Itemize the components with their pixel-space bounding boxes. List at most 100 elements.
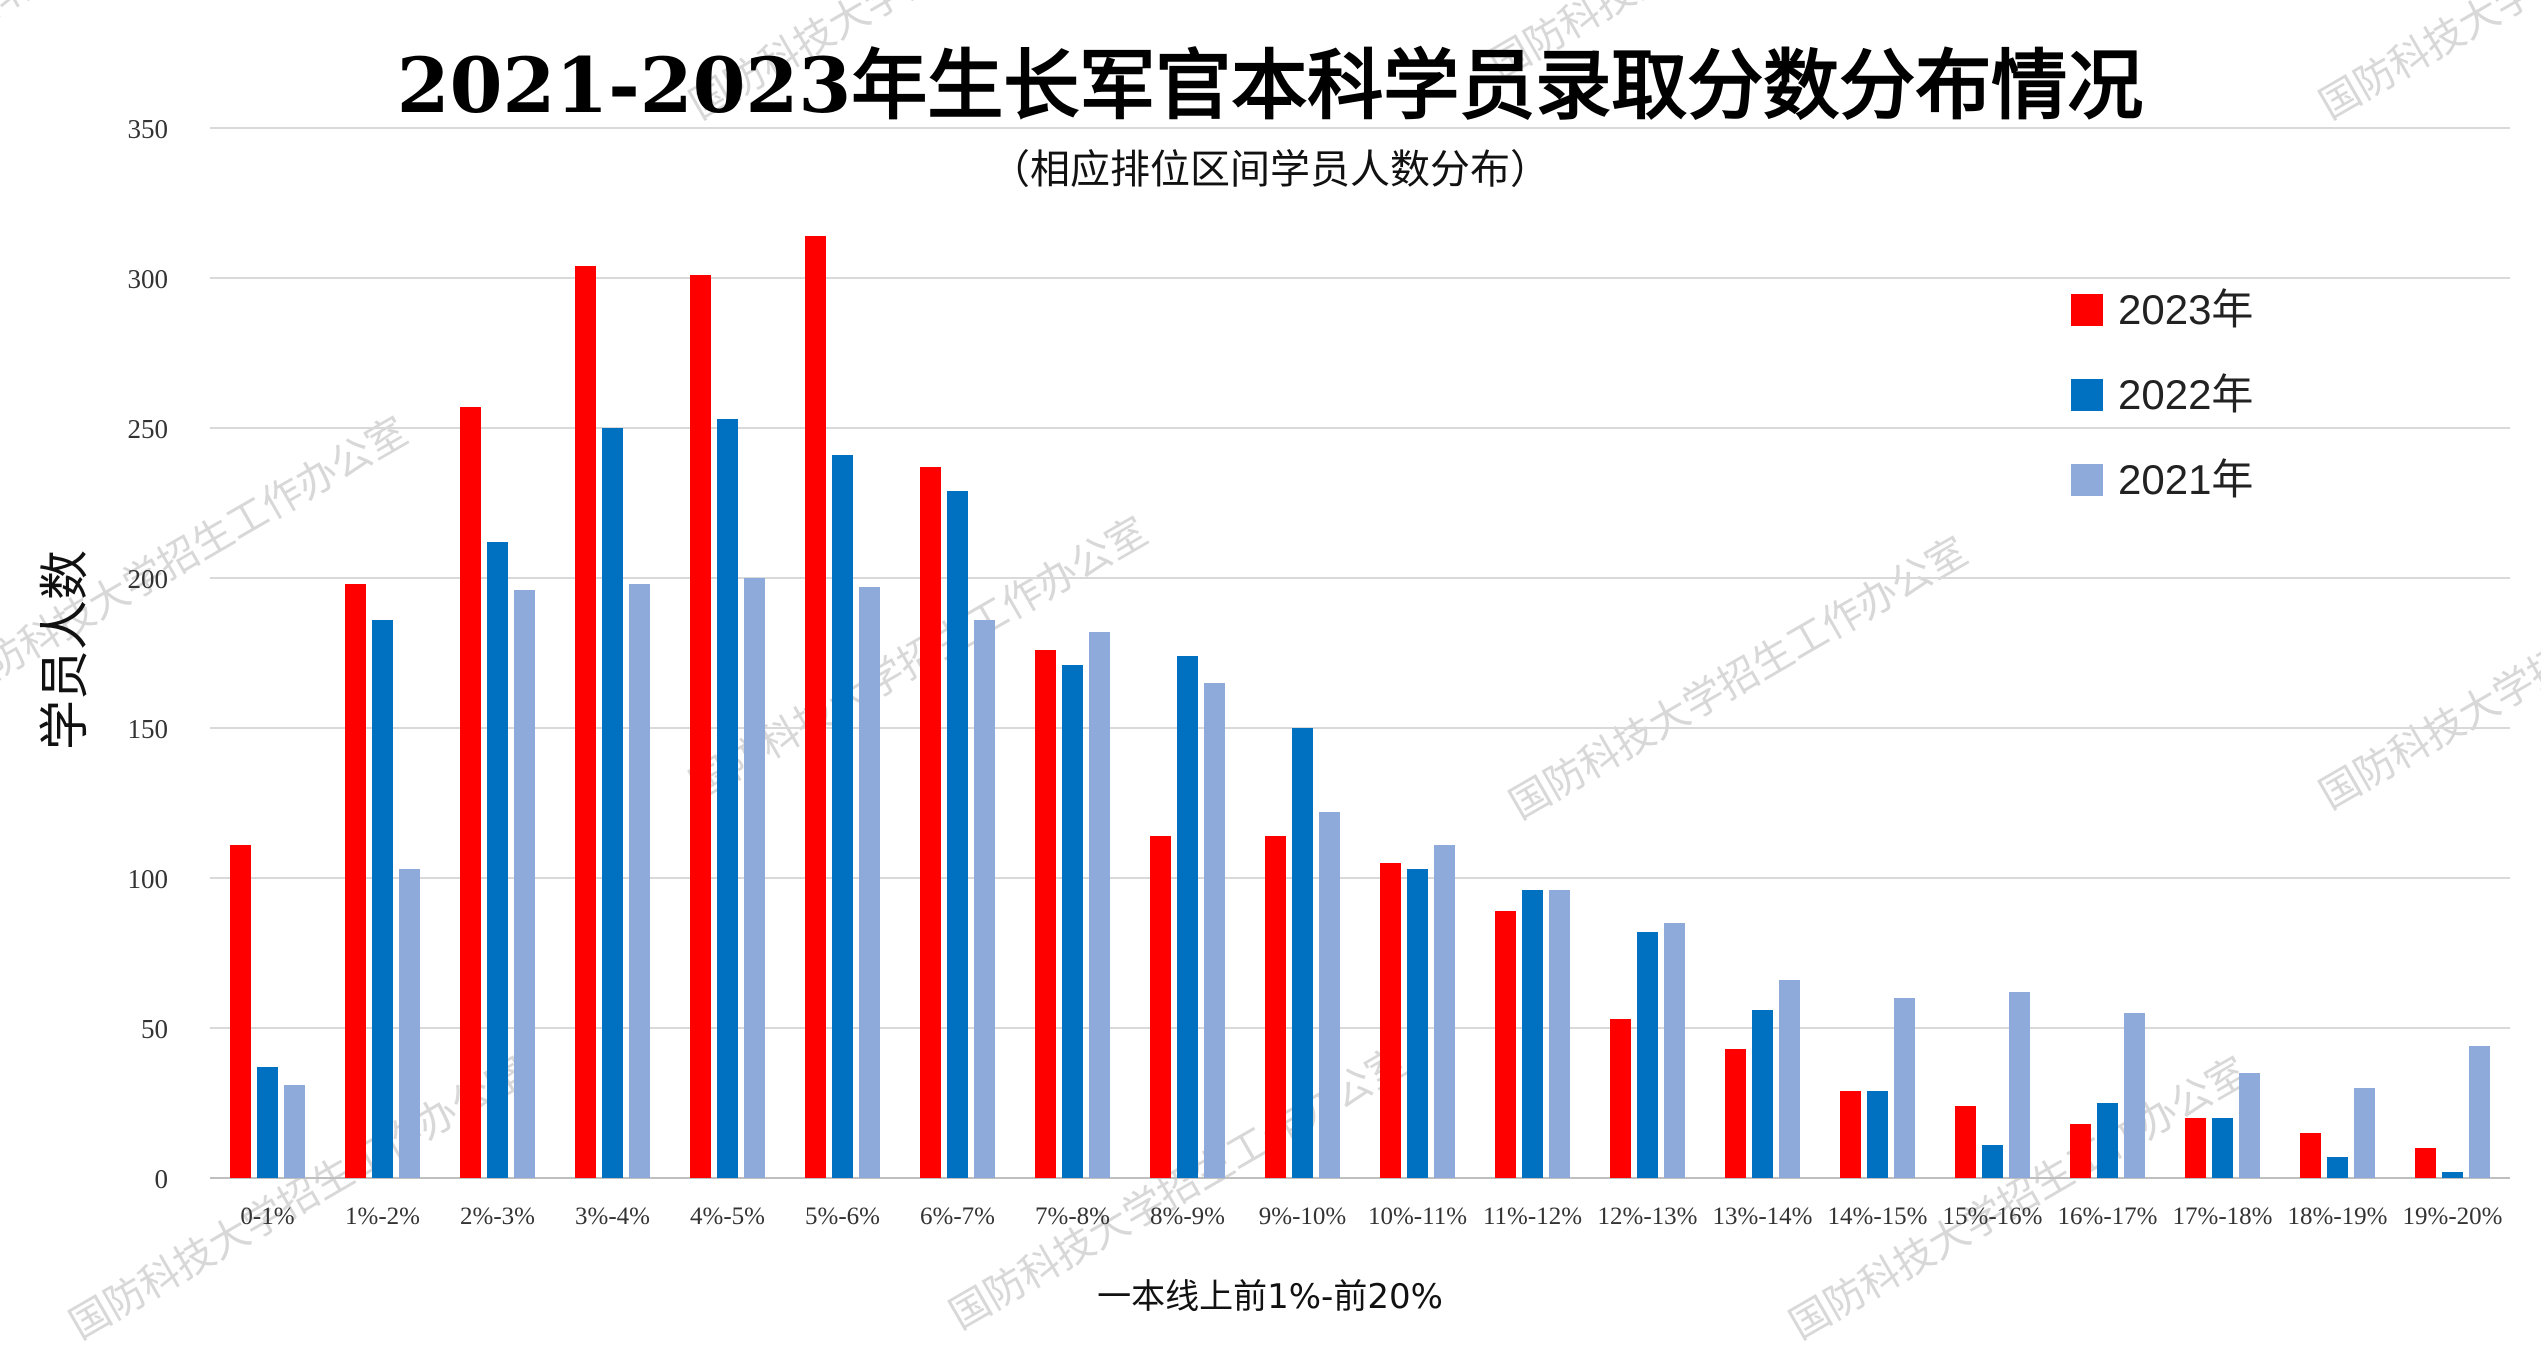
x-tick-label: 2%-3% xyxy=(460,1203,535,1230)
bar xyxy=(1982,1145,2003,1178)
x-axis-label: 一本线上前1%-前20% xyxy=(1097,1277,1443,1317)
bar xyxy=(1407,869,1428,1178)
y-tick-label: 350 xyxy=(128,114,169,144)
x-tick-label: 5%-6% xyxy=(805,1203,880,1230)
x-tick-label: 15%-16% xyxy=(1943,1203,2043,1230)
bar xyxy=(2070,1124,2091,1178)
bar xyxy=(920,467,941,1178)
bar xyxy=(2097,1103,2118,1178)
bar xyxy=(345,584,366,1178)
bar xyxy=(1725,1049,1746,1178)
bar xyxy=(1265,836,1286,1178)
x-tick-label: 11%-12% xyxy=(1483,1203,1582,1230)
x-tick-label: 3%-4% xyxy=(575,1203,650,1230)
bar xyxy=(1610,1019,1631,1178)
bar xyxy=(2009,992,2030,1178)
bar xyxy=(805,236,826,1178)
x-tick-label: 19%-20% xyxy=(2403,1203,2503,1230)
y-tick-label: 200 xyxy=(128,564,169,594)
bar xyxy=(1637,932,1658,1178)
legend-swatch xyxy=(2071,379,2103,411)
bar xyxy=(1319,812,1340,1178)
chart-title: 2021-2023年生长军官本科学员录取分数分布情况 xyxy=(397,41,2144,130)
bar xyxy=(460,407,481,1178)
bar xyxy=(1522,890,1543,1178)
legend-label: 2023年 xyxy=(2118,286,2253,333)
x-tick-label: 9%-10% xyxy=(1259,1203,1346,1230)
bar xyxy=(1549,890,1570,1178)
x-tick-label: 14%-15% xyxy=(1828,1203,1928,1230)
bar xyxy=(2469,1046,2490,1178)
x-tick-label: 16%-17% xyxy=(2058,1203,2158,1230)
x-tick-label: 7%-8% xyxy=(1035,1203,1110,1230)
x-tick-label: 13%-14% xyxy=(1713,1203,1813,1230)
x-tick-label: 8%-9% xyxy=(1150,1203,1225,1230)
bar xyxy=(1495,911,1516,1178)
bar xyxy=(1380,863,1401,1178)
bar xyxy=(859,587,880,1178)
bar xyxy=(1779,980,1800,1178)
bar xyxy=(974,620,995,1178)
bar xyxy=(717,419,738,1178)
bar xyxy=(1955,1106,1976,1178)
bar xyxy=(1840,1091,1861,1178)
bar xyxy=(1035,650,1056,1178)
chart-subtitle: （相应排位区间学员人数分布） xyxy=(990,147,1550,193)
bar xyxy=(2124,1013,2145,1178)
x-tick-label: 1%-2% xyxy=(345,1203,420,1230)
bar xyxy=(1867,1091,1888,1178)
legend-label: 2021年 xyxy=(2118,456,2253,503)
watermark: 国防科技大学招生工作办公室 xyxy=(1502,529,1975,829)
bar xyxy=(1089,632,1110,1178)
bar xyxy=(2327,1157,2348,1178)
bar xyxy=(372,620,393,1178)
bar xyxy=(487,542,508,1178)
x-tick-label: 12%-13% xyxy=(1598,1203,1698,1230)
bar xyxy=(284,1085,305,1178)
bar xyxy=(1062,665,1083,1178)
bar xyxy=(690,275,711,1178)
y-tick-label: 50 xyxy=(141,1014,168,1044)
bar xyxy=(399,869,420,1178)
x-tick-label: 10%-11% xyxy=(1368,1203,1467,1230)
watermark: 国防科技大学招生工作办公室 xyxy=(0,0,375,69)
bar xyxy=(575,266,596,1178)
y-tick-label: 250 xyxy=(128,414,169,444)
bar xyxy=(2300,1133,2321,1178)
y-tick-label: 0 xyxy=(155,1164,169,1194)
bar xyxy=(2415,1148,2436,1178)
bar xyxy=(947,491,968,1178)
bar xyxy=(514,590,535,1178)
bars xyxy=(230,236,2490,1178)
legend-swatch xyxy=(2071,464,2103,496)
bar xyxy=(2239,1073,2260,1178)
bar xyxy=(2354,1088,2375,1178)
y-tick-label: 300 xyxy=(128,264,169,294)
x-tick-label: 17%-18% xyxy=(2173,1203,2273,1230)
legend-swatch xyxy=(2071,294,2103,326)
watermark: 国防科技大学招生工作办公室 xyxy=(2312,0,2541,129)
bar xyxy=(1204,683,1225,1178)
watermark: 国防科技大学招生工作办公室 xyxy=(2312,519,2541,819)
y-axis-ticks: 0 50 100 150 200 250 300 350 xyxy=(128,114,169,1194)
bar xyxy=(744,578,765,1178)
legend: 2023年 2022年 2021年 xyxy=(2071,286,2253,503)
bar xyxy=(257,1067,278,1178)
bar xyxy=(230,845,251,1178)
x-tick-label: 6%-7% xyxy=(920,1203,995,1230)
bar xyxy=(1150,836,1171,1178)
bar xyxy=(629,584,650,1178)
x-tick-label: 4%-5% xyxy=(690,1203,765,1230)
bar xyxy=(2185,1118,2206,1178)
legend-label: 2022年 xyxy=(2118,371,2253,418)
bar xyxy=(1177,656,1198,1178)
bar xyxy=(602,428,623,1178)
bar xyxy=(1664,923,1685,1178)
y-tick-label: 100 xyxy=(128,864,169,894)
bar xyxy=(2442,1172,2463,1178)
y-axis-label: 学员人数 xyxy=(36,550,94,750)
bar xyxy=(1434,845,1455,1178)
bar xyxy=(1752,1010,1773,1178)
x-tick-label: 18%-19% xyxy=(2288,1203,2388,1230)
